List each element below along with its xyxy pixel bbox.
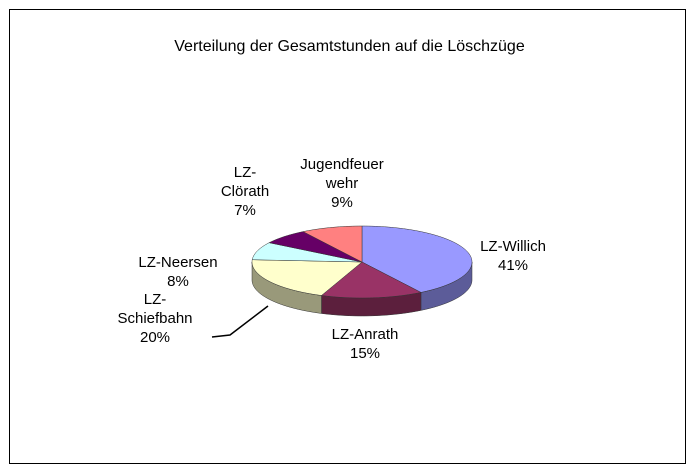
category-label: LZ-Willich: [480, 238, 546, 255]
category-label: Jugendfeuerwehr: [300, 156, 384, 192]
slice-label: LZ-Anrath 15%: [305, 325, 425, 363]
value-label: 41%: [497, 257, 529, 274]
pie-slice: [320, 261, 422, 299]
chart-title: Verteilung der Gesamtstunden auf die Lös…: [174, 38, 525, 55]
category-label: LZ-Anrath: [331, 326, 399, 343]
pie-slice: [251, 259, 363, 296]
slice-label: Jugendfeuerwehr 9%: [298, 155, 386, 212]
pie-slice: [302, 225, 363, 263]
value-label: 8%: [167, 273, 189, 290]
leader-line: [211, 305, 269, 338]
category-label: LZ-Neersen: [138, 254, 218, 271]
chart-frame: [9, 9, 686, 464]
slice-label: LZ-Clörath 7%: [215, 163, 275, 220]
value-label: 20%: [139, 329, 171, 346]
pie-slice: [361, 225, 473, 293]
value-label: 9%: [331, 194, 353, 211]
slice-label: LZ-Neersen 8%: [118, 253, 238, 291]
slice-label: LZ-Schiefbahn 20%: [115, 290, 195, 347]
pie-slice: [251, 242, 363, 263]
value-label: 15%: [349, 345, 381, 362]
slice-label: LZ-Willich 41%: [453, 237, 573, 275]
pie-slice: [268, 231, 363, 263]
category-label: LZ-Schiefbahn: [117, 291, 193, 327]
value-label: 7%: [234, 202, 256, 219]
category-label: LZ-Clörath: [220, 164, 270, 200]
